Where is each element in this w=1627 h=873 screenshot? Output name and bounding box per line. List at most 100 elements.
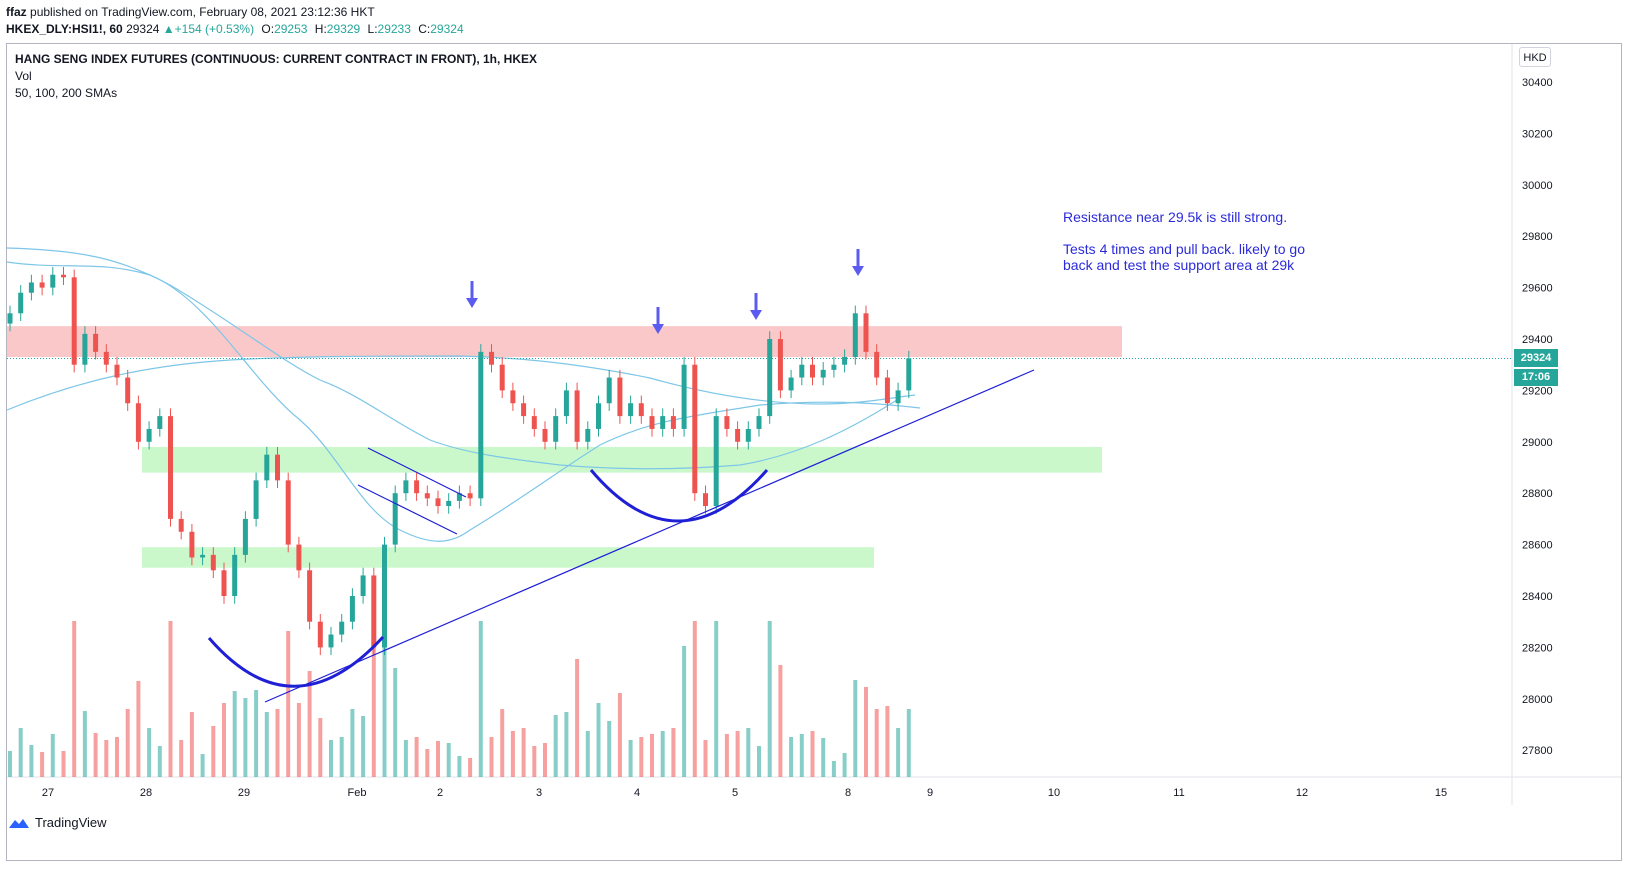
candle-body xyxy=(200,554,206,558)
time-tick-label: 4 xyxy=(634,787,640,799)
legend-smas: 50, 100, 200 SMAs xyxy=(15,86,118,100)
time-tick-label: 11 xyxy=(1173,787,1184,799)
candle-body xyxy=(349,596,355,622)
volume-bar xyxy=(222,703,226,777)
cup-arc-left xyxy=(207,635,385,688)
volume-bar xyxy=(532,746,537,777)
volume-bar xyxy=(232,691,237,777)
candle-body xyxy=(275,454,280,481)
volume-bar xyxy=(40,752,45,777)
time-tick-label: 8 xyxy=(845,787,851,799)
time-tick-label: 10 xyxy=(1048,787,1060,799)
symbol-ohlc-line: HKEX_DLY:HSI1!, 60 29324 ▲+154 (+0.53%) … xyxy=(6,22,464,36)
tradingview-logo-icon xyxy=(9,818,29,828)
volume-bar xyxy=(339,737,344,777)
legend-volume: Vol xyxy=(15,69,32,83)
price-tick-label: 28200 xyxy=(1522,642,1553,654)
candle-body xyxy=(617,377,623,417)
currency-button[interactable]: HKD xyxy=(1519,47,1551,67)
candle-body xyxy=(103,351,109,365)
volume-bar xyxy=(403,740,408,777)
volume-bar xyxy=(425,749,430,777)
candle-body xyxy=(563,390,569,417)
cup-arc-right xyxy=(589,469,769,523)
volume-bar xyxy=(350,709,355,777)
volume-bar xyxy=(703,740,708,777)
brand-name: TradingView xyxy=(35,815,107,830)
chart-legend: HANG SENG INDEX FUTURES (CONTINUOUS: CUR… xyxy=(15,51,537,102)
candle-body xyxy=(210,554,216,571)
price-tick-label: 29200 xyxy=(1522,385,1553,397)
volume-bar xyxy=(29,745,34,777)
candle-body xyxy=(906,358,912,391)
arrow-head-icon xyxy=(652,324,664,334)
volume-bar xyxy=(371,621,376,777)
candle-body xyxy=(189,531,195,558)
candle-body xyxy=(799,364,805,378)
volume-bar xyxy=(8,751,12,777)
price-tick-label: 29000 xyxy=(1522,437,1553,449)
volume-bar xyxy=(61,751,66,777)
candle-body xyxy=(114,364,120,378)
volume-bar xyxy=(607,721,612,777)
high-value: 29329 xyxy=(326,22,361,36)
time-tick-label: Feb xyxy=(348,787,367,799)
price-tick-label: 29400 xyxy=(1522,334,1553,346)
low-value: 29233 xyxy=(377,22,411,36)
candle-body xyxy=(788,377,794,391)
candle-body xyxy=(756,416,762,429)
channel-lower-line xyxy=(357,484,458,535)
close-value: 29324 xyxy=(430,22,464,36)
time-tick-label: 28 xyxy=(140,787,152,799)
candle-body xyxy=(328,634,334,648)
candle-body xyxy=(842,356,848,365)
sma-100-line xyxy=(6,247,901,470)
bar-countdown-tag: 17:06 xyxy=(1514,369,1558,386)
volume-bar xyxy=(136,681,141,777)
volume-bar xyxy=(179,740,184,777)
volume-bar xyxy=(799,734,804,777)
candle-body xyxy=(606,377,612,404)
candle-body xyxy=(82,333,88,365)
candle-body xyxy=(7,313,13,324)
volume-bar xyxy=(254,690,259,777)
candle-body xyxy=(713,416,719,507)
candle-body xyxy=(681,364,687,429)
volume-bar xyxy=(650,734,654,777)
chart-frame[interactable] xyxy=(6,43,1622,861)
candle-body xyxy=(703,493,708,507)
candle-body xyxy=(221,570,227,596)
candle-body xyxy=(777,339,783,391)
candle-body xyxy=(489,351,494,365)
annotation-line-2: Tests 4 times and pull back. likely to g… xyxy=(1063,241,1306,257)
candle-body xyxy=(360,575,366,596)
volume-bar xyxy=(168,621,173,777)
volume-bar xyxy=(864,687,868,777)
candle-body xyxy=(574,390,580,442)
price-change: +154 (+0.53%) xyxy=(174,22,255,36)
symbol-name: HKEX_DLY:HSI1!, 60 xyxy=(6,22,123,36)
candle-body xyxy=(660,416,666,429)
volume-bar xyxy=(553,715,558,777)
volume-bar xyxy=(211,726,216,777)
candle-body xyxy=(831,364,837,370)
volume-bar xyxy=(874,709,879,777)
volume-bar xyxy=(72,621,77,777)
volume-bar xyxy=(200,754,205,777)
uptrend-line xyxy=(264,369,1035,703)
support-zone-lower xyxy=(142,547,874,568)
volume-bar xyxy=(189,712,194,777)
candle-body xyxy=(585,428,591,442)
volume-bar xyxy=(714,621,719,777)
candle-body xyxy=(39,282,45,288)
volume-bar xyxy=(789,737,794,777)
candle-body xyxy=(242,518,248,555)
candle-body xyxy=(317,621,323,648)
candle-body xyxy=(670,416,676,429)
volume-bar xyxy=(853,680,858,777)
volume-bar xyxy=(489,737,494,777)
volume-bar xyxy=(296,703,301,777)
publish-info: ffaz published on TradingView.com, Febru… xyxy=(6,4,375,20)
volume-bar xyxy=(767,621,772,777)
